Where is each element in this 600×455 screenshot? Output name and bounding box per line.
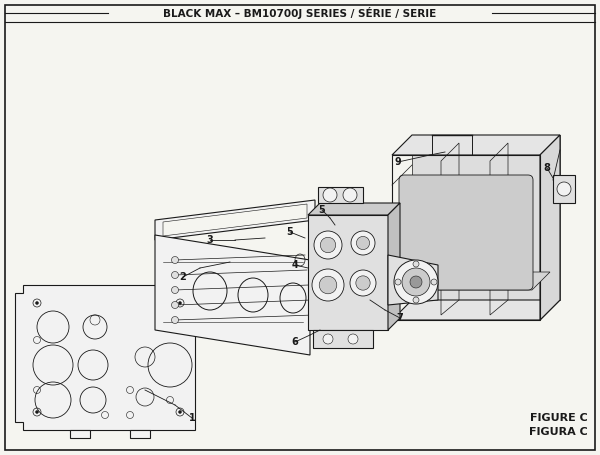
Polygon shape bbox=[400, 272, 550, 290]
Polygon shape bbox=[412, 135, 560, 300]
Text: 6: 6 bbox=[292, 337, 298, 347]
Circle shape bbox=[351, 231, 375, 255]
Polygon shape bbox=[553, 175, 575, 203]
Text: 8: 8 bbox=[544, 163, 550, 173]
Circle shape bbox=[323, 334, 333, 344]
Circle shape bbox=[557, 182, 571, 196]
Circle shape bbox=[350, 270, 376, 296]
Circle shape bbox=[410, 276, 422, 288]
Text: 9: 9 bbox=[395, 157, 401, 167]
Circle shape bbox=[179, 302, 182, 304]
Text: FIGURE C: FIGURE C bbox=[530, 413, 588, 423]
Polygon shape bbox=[70, 430, 90, 438]
Circle shape bbox=[395, 279, 401, 285]
Polygon shape bbox=[155, 200, 315, 240]
Polygon shape bbox=[392, 300, 560, 320]
Polygon shape bbox=[388, 203, 400, 330]
Text: 5: 5 bbox=[287, 227, 293, 237]
Text: BLACK MAX – BM10700J SERIES / SÉRIE / SERIE: BLACK MAX – BM10700J SERIES / SÉRIE / SE… bbox=[163, 7, 437, 19]
Text: 4: 4 bbox=[292, 260, 298, 270]
Polygon shape bbox=[163, 204, 307, 236]
Polygon shape bbox=[15, 285, 195, 430]
Circle shape bbox=[172, 317, 179, 324]
Polygon shape bbox=[388, 255, 438, 305]
Circle shape bbox=[179, 410, 182, 414]
Circle shape bbox=[320, 238, 336, 253]
Polygon shape bbox=[308, 215, 388, 330]
Polygon shape bbox=[318, 187, 363, 203]
Polygon shape bbox=[392, 135, 560, 155]
Circle shape bbox=[312, 269, 344, 301]
Circle shape bbox=[394, 260, 438, 304]
Circle shape bbox=[323, 188, 337, 202]
Circle shape bbox=[356, 276, 370, 290]
Polygon shape bbox=[313, 330, 373, 348]
Circle shape bbox=[314, 231, 342, 259]
Circle shape bbox=[413, 261, 419, 267]
Polygon shape bbox=[540, 135, 560, 320]
Text: 2: 2 bbox=[179, 272, 187, 282]
Circle shape bbox=[348, 334, 358, 344]
Circle shape bbox=[402, 268, 430, 296]
Polygon shape bbox=[130, 430, 150, 438]
Circle shape bbox=[172, 287, 179, 293]
Circle shape bbox=[172, 272, 179, 278]
Circle shape bbox=[35, 410, 38, 414]
Text: 7: 7 bbox=[397, 313, 403, 323]
Text: FIGURA C: FIGURA C bbox=[529, 427, 588, 437]
Polygon shape bbox=[308, 203, 400, 215]
Circle shape bbox=[35, 302, 38, 304]
Circle shape bbox=[172, 257, 179, 263]
FancyBboxPatch shape bbox=[399, 175, 533, 290]
Circle shape bbox=[431, 279, 437, 285]
Polygon shape bbox=[155, 235, 310, 355]
Text: 1: 1 bbox=[188, 413, 196, 423]
Circle shape bbox=[356, 237, 370, 250]
Circle shape bbox=[172, 302, 179, 308]
Circle shape bbox=[413, 297, 419, 303]
Text: 3: 3 bbox=[206, 235, 214, 245]
Circle shape bbox=[319, 276, 337, 294]
Circle shape bbox=[343, 188, 357, 202]
Text: 5: 5 bbox=[319, 205, 325, 215]
